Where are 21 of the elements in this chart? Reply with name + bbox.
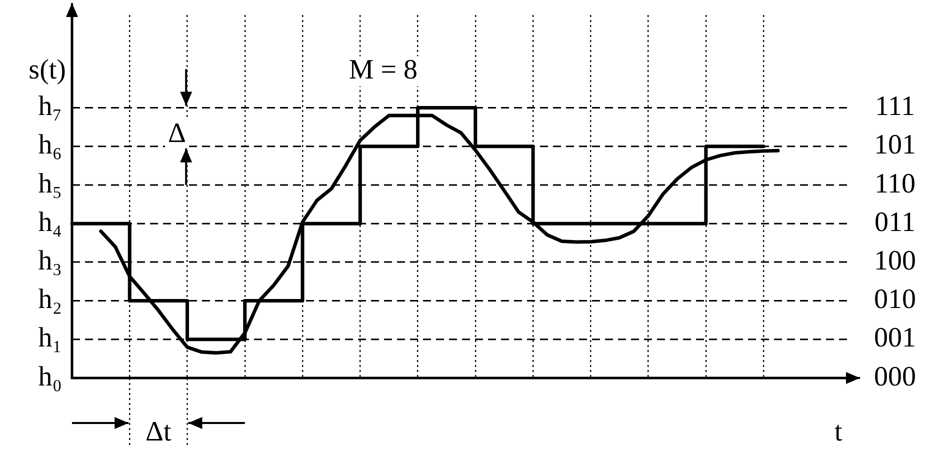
text: 110 <box>874 168 916 200</box>
y-axis-title: s(t) <box>28 54 66 86</box>
x-axis-title: t <box>834 416 842 448</box>
ref-line-label: h₄ <box>38 207 62 238</box>
ref-line-label: h₇ <box>38 91 62 122</box>
ref-line-label: h₃ <box>38 245 62 276</box>
text: 001 <box>874 322 916 354</box>
text: 100 <box>874 245 916 276</box>
text: 000 <box>874 361 916 392</box>
annotation: Δ <box>168 118 186 150</box>
ref-line-label: h₂ <box>38 284 62 316</box>
ref-line-label: h₅ <box>38 168 62 200</box>
ref-line-label: h₀ <box>38 361 62 392</box>
text: M = 8 <box>348 54 418 86</box>
ref-line-label: h₆ <box>38 130 62 161</box>
text: 010 <box>874 284 916 316</box>
ref-line-label: h₁ <box>38 322 62 354</box>
text: 011 <box>874 207 916 238</box>
text: Δt <box>146 416 172 448</box>
text: 101 <box>874 130 916 161</box>
text: 111 <box>875 91 915 122</box>
